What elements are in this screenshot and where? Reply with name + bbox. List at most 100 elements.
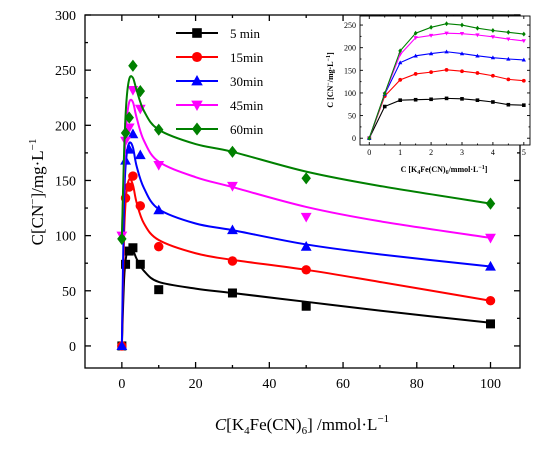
inset-data-point: [398, 60, 403, 65]
inset-data-point: [506, 102, 511, 107]
inset-data-point: [382, 104, 387, 109]
legend-marker: [191, 100, 203, 111]
data-point: [485, 233, 496, 244]
inset-data-point: [367, 135, 372, 141]
inset-data-point: [428, 51, 434, 56]
inset-data-point: [475, 33, 480, 38]
main-x-tick-label: 100: [480, 377, 501, 392]
data-point: [300, 212, 312, 223]
inset-x-tick-label: 5: [522, 148, 526, 157]
inset-data-point: [459, 32, 465, 36]
y-axis-label: C[CN−]/mg·L−1: [27, 139, 47, 246]
data-point: [300, 241, 312, 251]
series-30min: [116, 128, 496, 350]
inset-data-point: [444, 96, 449, 101]
data-point: [128, 243, 138, 253]
inset-data-point: [444, 31, 449, 36]
data-point: [135, 201, 146, 211]
inset-data-point: [475, 98, 480, 102]
data-point: [227, 256, 238, 266]
data-point: [120, 126, 131, 140]
inset-frame: [359, 15, 531, 146]
inset-y-tick-label: 0: [352, 134, 356, 143]
inset-data-point: [459, 51, 465, 56]
main-x-tick-label: 40: [262, 377, 276, 392]
data-point: [227, 145, 238, 158]
data-point: [485, 260, 496, 271]
legend: 5 min 15min 30min 45min 60min: [176, 26, 264, 137]
inset-data-point: [398, 48, 403, 54]
inset-data-point: [444, 49, 449, 54]
x-axis-label: C[K4Fe(CN)6] /mmol·L−1: [215, 413, 389, 437]
inset-data-point: [413, 72, 418, 76]
inset-y-axis-label: C [CN−/mg·L−1]: [326, 52, 335, 108]
inset-y-tick-label: 50: [348, 112, 356, 121]
data-point: [154, 285, 164, 295]
series-60min: [117, 59, 496, 246]
inset-y-tick-label: 250: [344, 21, 356, 30]
inset-data-point: [398, 98, 402, 102]
inset-data-point: [521, 78, 526, 83]
data-point: [154, 241, 164, 252]
data-point: [127, 128, 139, 139]
inset-data-point: [413, 30, 418, 36]
legend-label: 5 min: [230, 26, 260, 41]
data-point: [154, 123, 164, 136]
data-point: [117, 232, 127, 246]
inset-data-point: [506, 77, 511, 82]
inset-data-point: [428, 33, 434, 38]
main-x-tick-label: 60: [336, 377, 350, 392]
data-point: [135, 85, 146, 98]
inset-data-point: [475, 53, 480, 58]
legend-marker: [191, 75, 203, 86]
fit-curve: [120, 75, 491, 239]
data-point: [120, 136, 131, 147]
data-point: [135, 259, 145, 269]
inset-data-point: [475, 71, 480, 75]
inset-data-point: [491, 100, 495, 104]
inset-x-axis-label: C [K4Fe(CN)6/mmol·L−1]: [401, 165, 488, 176]
data-point: [121, 259, 131, 269]
legend-item: 5 min: [176, 26, 260, 41]
legend-label: 60min: [230, 122, 264, 137]
inset-data-point: [521, 31, 526, 37]
inset-series-60min: [367, 21, 526, 141]
inset-data-point: [460, 69, 464, 74]
main-y-tick-label: 50: [62, 285, 76, 300]
main-y-tick-label: 0: [69, 340, 76, 355]
legend-label: 30min: [230, 74, 264, 89]
inset-data-point: [413, 53, 418, 58]
inset-x-tick-label: 2: [429, 148, 433, 157]
inset-data-point: [506, 37, 511, 42]
inset-data-point: [475, 25, 480, 31]
main-x-tick-label: 0: [118, 377, 125, 392]
legend-marker: [191, 122, 203, 136]
inset-data-point: [460, 22, 464, 28]
main-x-tick-label: 80: [410, 377, 424, 392]
data-point: [301, 172, 311, 185]
legend-item: 15min: [176, 50, 264, 65]
data-point: [128, 59, 138, 72]
inset-x-tick-label: 3: [460, 148, 464, 157]
series-15min: [117, 171, 496, 351]
data-point: [227, 181, 238, 192]
data-point: [124, 111, 134, 124]
inset-data-point: [521, 57, 526, 62]
legend-marker: [192, 28, 202, 38]
data-point: [116, 340, 128, 350]
inset-y-tick-label: 150: [344, 66, 356, 75]
inset-data-point: [444, 67, 449, 72]
inset-data-point: [491, 73, 495, 78]
data-point: [486, 319, 496, 329]
inset-x-tick-label: 0: [367, 148, 371, 157]
data-point: [485, 295, 496, 306]
data-point: [485, 197, 496, 210]
inset-data-point: [429, 97, 433, 102]
legend-item: 60min: [176, 122, 264, 137]
data-point: [123, 143, 135, 154]
main-y-tick-label: 100: [55, 230, 76, 245]
inset-x-tick-label: 4: [491, 148, 495, 157]
inset-data-point: [398, 77, 403, 82]
legend-marker: [191, 51, 203, 63]
